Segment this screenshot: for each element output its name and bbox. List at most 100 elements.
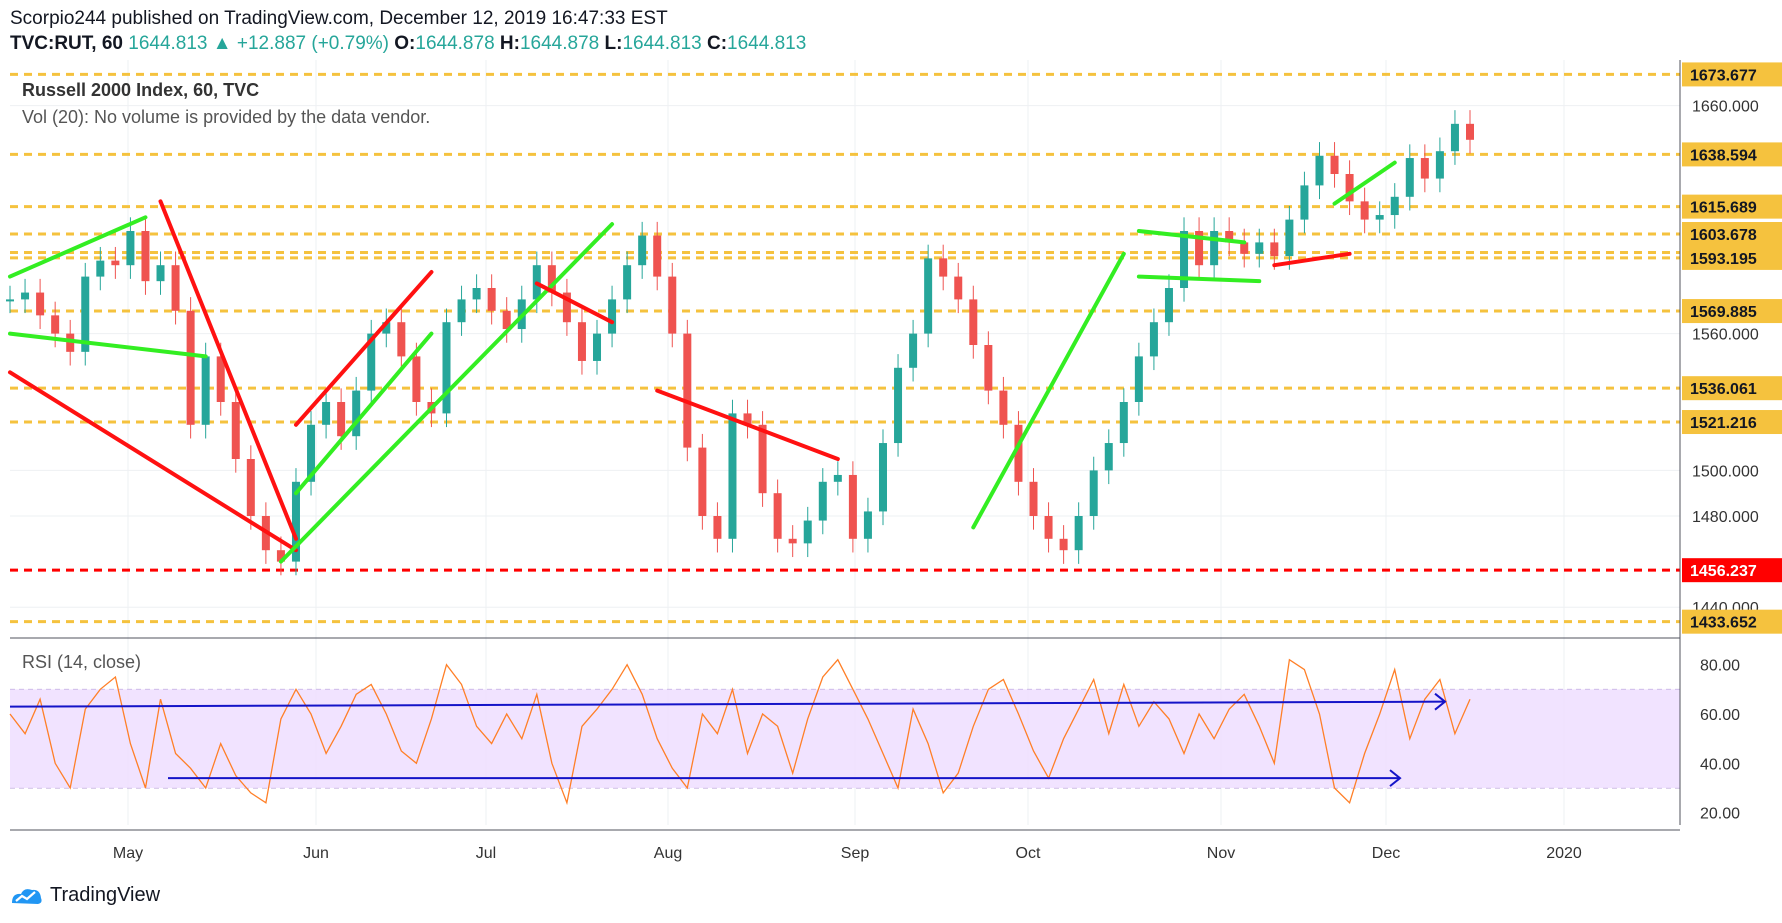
rsi-trend-arrows bbox=[9, 692, 1447, 787]
close-label: C: bbox=[706, 33, 728, 54]
rsi-arrow-head bbox=[1389, 769, 1402, 787]
candle-body bbox=[803, 520, 812, 544]
candle-body bbox=[367, 333, 376, 391]
candle-body bbox=[1210, 231, 1219, 266]
y-tick-label: 1660.000 bbox=[1692, 99, 1759, 116]
candle-body bbox=[728, 413, 737, 539]
candle-body bbox=[878, 443, 887, 512]
candle-body bbox=[818, 481, 827, 521]
candle-body bbox=[562, 292, 571, 323]
candle-body bbox=[36, 292, 45, 316]
candle-body bbox=[1345, 174, 1354, 202]
time-axis: May Jun Jul Aug Sep Oct Nov Dec 2020 bbox=[113, 845, 1582, 862]
candle-body bbox=[863, 511, 872, 539]
level-label: 1521.216 bbox=[1690, 415, 1757, 432]
rsi-arrow-line bbox=[9, 700, 1446, 708]
candle-body bbox=[111, 260, 120, 266]
trendline-red bbox=[293, 270, 434, 427]
level-label: 1615.689 bbox=[1690, 200, 1757, 217]
y-tick-label: 1480.000 bbox=[1692, 509, 1759, 526]
candle-body bbox=[1195, 231, 1204, 266]
x-tick-label: Oct bbox=[1016, 845, 1041, 862]
x-tick-label: Jul bbox=[476, 845, 496, 862]
candle-body bbox=[141, 231, 150, 282]
level-label: 1536.061 bbox=[1690, 381, 1757, 398]
candle-body bbox=[683, 333, 692, 448]
x-tick-label: Sep bbox=[841, 845, 870, 862]
candle-body bbox=[1149, 322, 1158, 357]
candle-body bbox=[291, 481, 300, 562]
level-label: 1456.237 bbox=[1690, 563, 1757, 580]
y-tick-label: 1560.000 bbox=[1692, 327, 1759, 344]
trendline-green bbox=[8, 215, 148, 279]
rsi-tick-label: 80.00 bbox=[1700, 658, 1740, 675]
candle-body bbox=[547, 265, 556, 293]
close-value: 1644.813 bbox=[727, 33, 807, 54]
candle-body bbox=[788, 538, 797, 544]
candle-body bbox=[246, 459, 255, 516]
candle-body bbox=[713, 516, 722, 539]
candle-body bbox=[1014, 424, 1023, 482]
candle-body bbox=[1059, 538, 1068, 551]
level-tag bbox=[1682, 376, 1782, 401]
trendline-red bbox=[8, 370, 298, 553]
trendline-green bbox=[1136, 274, 1262, 284]
candle-body bbox=[1104, 443, 1113, 471]
candle-body bbox=[969, 299, 978, 345]
trendline-red bbox=[655, 388, 840, 461]
trendline-red bbox=[534, 281, 615, 325]
trendline-green bbox=[1136, 229, 1247, 245]
trendline-green bbox=[971, 251, 1126, 530]
candle-body bbox=[457, 299, 466, 323]
candle-body bbox=[397, 322, 406, 357]
level-label: 1603.678 bbox=[1690, 227, 1757, 244]
footer-brand[interactable]: TradingView bbox=[10, 884, 160, 907]
candle-body bbox=[668, 276, 677, 334]
candle-body bbox=[1330, 155, 1339, 174]
volume-legend[interactable]: Vol (20): No volume is provided by the d… bbox=[22, 107, 431, 127]
rsi-axis: 20.00 40.00 60.00 80.00 bbox=[1700, 658, 1740, 823]
candle-body bbox=[307, 424, 316, 482]
candle-body bbox=[1225, 231, 1234, 243]
candle-body bbox=[924, 258, 933, 334]
candle-body bbox=[412, 356, 421, 402]
low-label: L: bbox=[604, 33, 623, 54]
publish-info: Scorpio244 published on TradingView.com,… bbox=[10, 8, 668, 29]
trendline-red bbox=[158, 199, 298, 541]
candle-body bbox=[1450, 123, 1459, 152]
candle-body bbox=[577, 322, 586, 361]
x-tick-label: 2020 bbox=[1546, 845, 1582, 862]
high-label: H: bbox=[499, 33, 520, 54]
candle-body bbox=[1180, 231, 1189, 288]
candle-body bbox=[1435, 151, 1444, 179]
candle-body bbox=[1390, 196, 1399, 216]
candle-body bbox=[653, 235, 662, 277]
low-value: 1644.813 bbox=[622, 33, 702, 54]
x-tick-label: Jun bbox=[303, 845, 329, 862]
series-title[interactable]: Russell 2000 Index, 60, TVC bbox=[22, 80, 260, 100]
candle-body bbox=[1285, 219, 1294, 257]
candle-body bbox=[96, 260, 105, 277]
level-label: 1673.677 bbox=[1690, 67, 1757, 84]
candle-body bbox=[66, 333, 75, 352]
candle-body bbox=[201, 356, 210, 425]
candle-body bbox=[984, 345, 993, 391]
level-label: 1433.652 bbox=[1690, 615, 1757, 632]
candle-body bbox=[1300, 185, 1309, 220]
rsi-legend[interactable]: RSI (14, close) bbox=[22, 652, 142, 672]
candle-body bbox=[1164, 288, 1173, 323]
level-tag bbox=[1682, 558, 1782, 583]
candle-body bbox=[593, 333, 602, 361]
candle-body bbox=[698, 447, 707, 516]
level-tag bbox=[1682, 299, 1782, 324]
level-label: 1569.885 bbox=[1690, 304, 1757, 321]
level-label: 1593.195 bbox=[1690, 251, 1757, 268]
candle-body bbox=[6, 299, 14, 302]
level-tag bbox=[1682, 609, 1782, 634]
candle-body bbox=[1315, 155, 1324, 186]
open-label: O: bbox=[394, 33, 416, 54]
x-tick-label: Aug bbox=[654, 845, 682, 862]
symbol-label[interactable]: TVC:RUT, 60 bbox=[10, 33, 123, 54]
candle-body bbox=[1375, 215, 1384, 220]
